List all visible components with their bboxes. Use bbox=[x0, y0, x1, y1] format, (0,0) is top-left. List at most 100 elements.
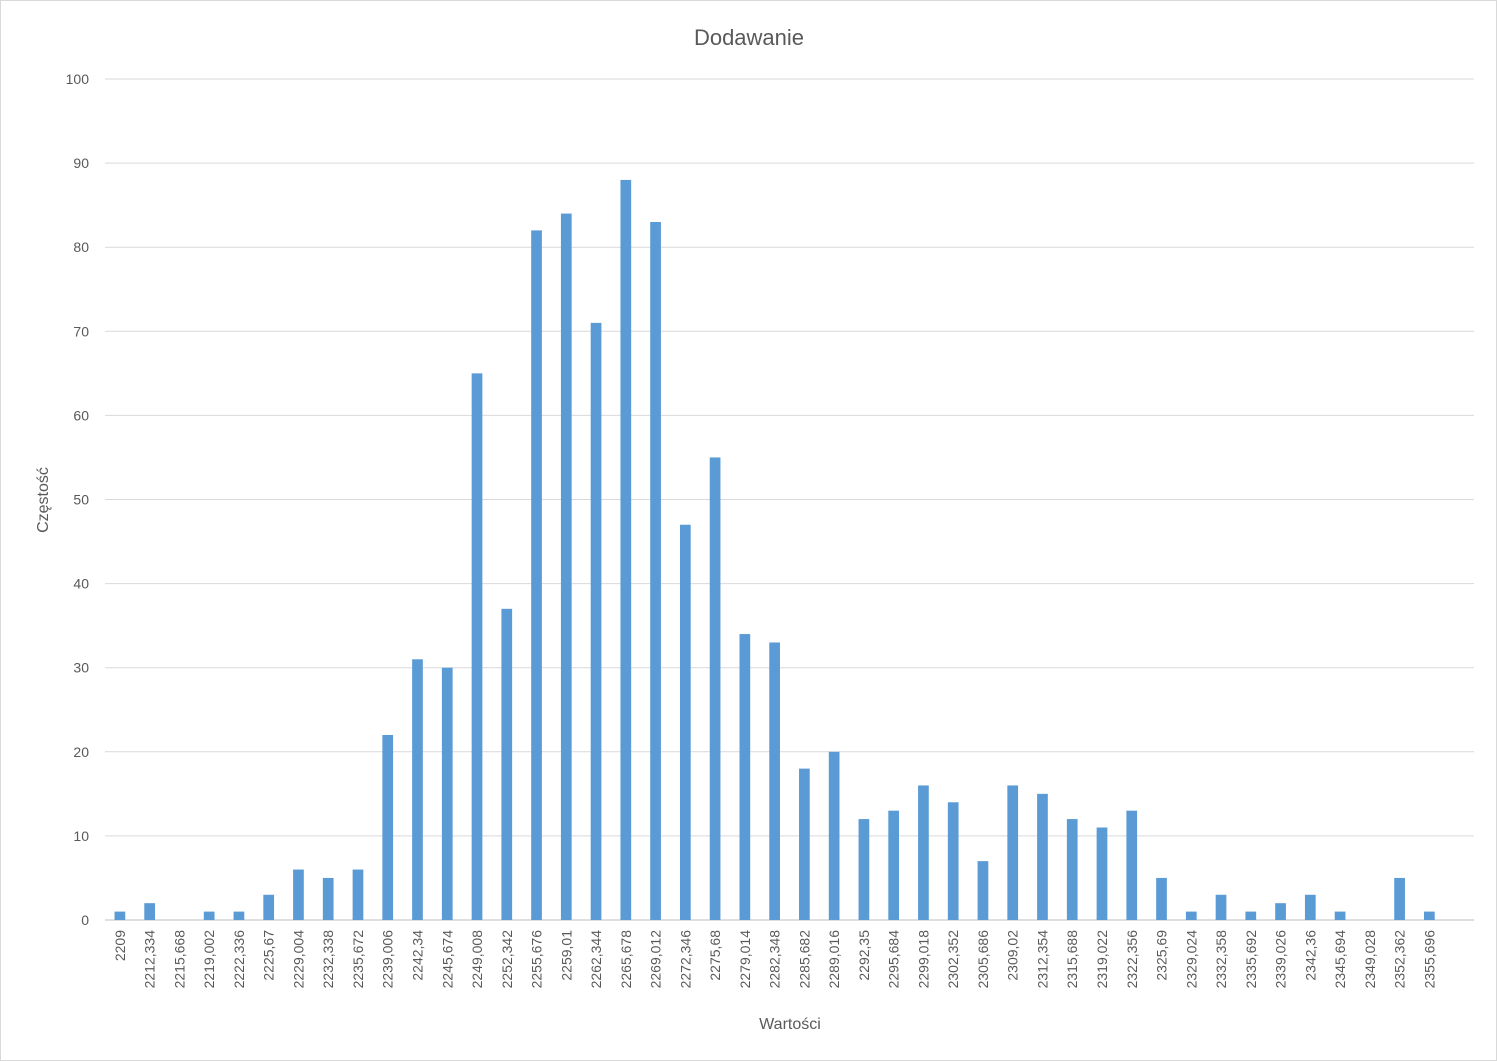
gridlines bbox=[105, 78, 1474, 921]
x-tick-label: 2339,026 bbox=[1273, 930, 1289, 989]
bar bbox=[114, 911, 126, 920]
y-tick-label: 0 bbox=[81, 912, 89, 928]
x-tick-label: 2299,018 bbox=[915, 930, 931, 989]
x-tick-label: 2289,016 bbox=[826, 930, 842, 989]
bar bbox=[828, 751, 840, 920]
bar bbox=[560, 213, 572, 920]
x-tick-label: 2322,356 bbox=[1124, 930, 1140, 989]
y-tick-label: 20 bbox=[73, 744, 89, 760]
bar bbox=[352, 869, 364, 920]
bar bbox=[1096, 827, 1108, 920]
y-tick-label: 30 bbox=[73, 660, 89, 676]
x-tick-label: 2315,688 bbox=[1064, 930, 1080, 989]
y-tick-label: 70 bbox=[73, 323, 89, 339]
x-tick-label: 2272,346 bbox=[677, 930, 693, 989]
x-tick-label: 2319,022 bbox=[1094, 930, 1110, 989]
bar bbox=[888, 810, 900, 920]
x-tick-label: 2312,354 bbox=[1034, 930, 1050, 989]
x-tick-label: 2225,67 bbox=[261, 930, 277, 981]
bar bbox=[1007, 785, 1019, 920]
x-tick-label: 2329,024 bbox=[1183, 930, 1199, 989]
bar bbox=[620, 179, 632, 921]
y-tick-label: 100 bbox=[66, 71, 90, 87]
bar bbox=[441, 667, 453, 920]
x-tick-label: 2342,36 bbox=[1302, 930, 1318, 981]
bar bbox=[1185, 911, 1197, 920]
x-tick-label: 2219,002 bbox=[201, 930, 217, 989]
bar bbox=[471, 373, 483, 921]
bar bbox=[233, 911, 245, 920]
y-tick-label: 40 bbox=[73, 576, 89, 592]
x-tick-label: 2292,35 bbox=[856, 930, 872, 981]
bar bbox=[739, 634, 751, 920]
bar bbox=[1066, 819, 1078, 920]
x-tick-label: 2262,344 bbox=[588, 930, 604, 989]
bar bbox=[1245, 911, 1257, 920]
x-tick-label: 2229,004 bbox=[290, 930, 306, 989]
x-tick-label: 2209 bbox=[112, 930, 128, 961]
x-tick-labels: 2209 2212,334 2215,668 2219,002 2222,336 2225… bbox=[112, 930, 1437, 989]
bar bbox=[1394, 877, 1405, 920]
x-tick-label: 2279,014 bbox=[737, 930, 753, 989]
bar bbox=[382, 734, 394, 920]
y-tick-label: 50 bbox=[73, 492, 89, 508]
bar bbox=[293, 869, 304, 920]
y-tick-labels: 0 10 20 30 40 50 60 70 80 90 100 bbox=[66, 71, 90, 928]
x-tick-label: 2335,692 bbox=[1243, 930, 1259, 989]
x-tick-label: 2325,69 bbox=[1154, 930, 1170, 981]
bar bbox=[1334, 911, 1346, 920]
x-tick-label: 2265,678 bbox=[618, 930, 634, 989]
bar bbox=[203, 911, 215, 920]
x-tick-label: 2242,34 bbox=[409, 930, 425, 981]
y-tick-label: 90 bbox=[73, 155, 89, 171]
x-tick-label: 2302,352 bbox=[945, 930, 961, 989]
x-tick-label: 2269,012 bbox=[648, 930, 664, 989]
x-tick-label: 2259,01 bbox=[558, 930, 574, 981]
x-tick-label: 2239,006 bbox=[380, 930, 396, 989]
y-tick-label: 60 bbox=[73, 407, 89, 423]
bar bbox=[918, 785, 929, 920]
bar bbox=[1304, 894, 1316, 920]
bar bbox=[858, 819, 870, 920]
bar bbox=[977, 861, 989, 920]
x-tick-label: 2352,362 bbox=[1392, 930, 1408, 989]
bar bbox=[263, 894, 275, 920]
x-tick-label: 2295,684 bbox=[886, 930, 902, 989]
x-tick-label: 2275,68 bbox=[707, 930, 723, 981]
chart-title: Dodawanie bbox=[694, 25, 804, 50]
x-tick-label: 2355,696 bbox=[1421, 930, 1437, 989]
x-axis-title: Wartości bbox=[759, 1016, 821, 1033]
x-tick-label: 2285,682 bbox=[796, 930, 812, 989]
bar bbox=[1126, 810, 1138, 920]
x-tick-label: 2345,694 bbox=[1332, 930, 1348, 989]
x-tick-label: 2332,358 bbox=[1213, 930, 1229, 989]
x-tick-label: 2249,008 bbox=[469, 930, 485, 989]
y-axis-title: Częstość bbox=[35, 467, 52, 533]
bar bbox=[799, 768, 810, 920]
x-tick-label: 2309,02 bbox=[1005, 930, 1021, 981]
x-tick-label: 2305,686 bbox=[975, 930, 991, 989]
x-tick-label: 2232,338 bbox=[320, 930, 336, 989]
bar bbox=[144, 903, 155, 920]
bar bbox=[709, 457, 721, 920]
x-tick-label: 2245,674 bbox=[439, 930, 455, 989]
x-tick-label: 2212,334 bbox=[142, 930, 158, 989]
bar bbox=[1215, 894, 1227, 920]
x-tick-label: 2255,676 bbox=[529, 930, 545, 989]
bar bbox=[679, 524, 691, 920]
bar bbox=[322, 877, 334, 920]
x-tick-label: 2215,668 bbox=[171, 930, 187, 989]
bar bbox=[769, 642, 780, 920]
x-tick-label: 2252,342 bbox=[499, 930, 515, 989]
bar bbox=[501, 608, 513, 920]
y-tick-label: 80 bbox=[73, 239, 89, 255]
x-tick-label: 2222,336 bbox=[231, 930, 247, 989]
bar bbox=[1424, 911, 1435, 920]
bar bbox=[1275, 903, 1286, 920]
x-tick-label: 2235,672 bbox=[350, 930, 366, 989]
x-tick-label: 2349,028 bbox=[1362, 930, 1378, 989]
bar bbox=[1156, 877, 1167, 920]
y-tick-label: 10 bbox=[73, 828, 89, 844]
